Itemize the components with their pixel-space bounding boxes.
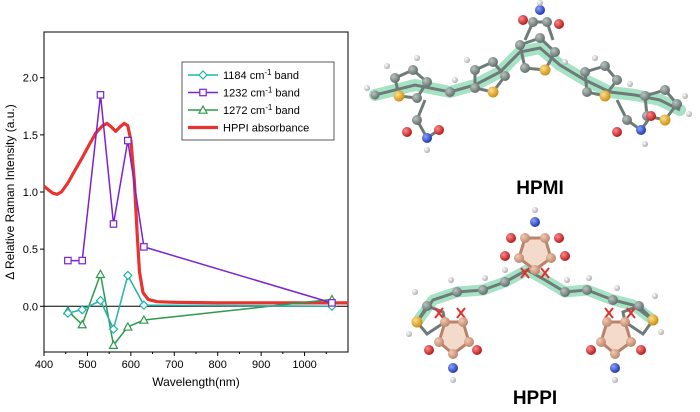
data-point xyxy=(140,243,148,251)
hpmi-backbone xyxy=(374,46,681,112)
y-tick-label: 0.0 xyxy=(23,301,38,313)
legend-marker xyxy=(198,70,208,80)
data-point xyxy=(328,299,336,307)
legend-label-sup: -1 xyxy=(265,86,273,95)
series-3 xyxy=(43,121,348,305)
series-layer xyxy=(43,91,348,349)
series-line xyxy=(43,121,348,305)
legend-label-tail: band xyxy=(272,88,300,100)
legend-marker xyxy=(197,104,209,114)
legend-label-sup: -1 xyxy=(265,103,273,112)
legend-label: 1184 cm-1 band xyxy=(223,68,299,82)
x-tick-label: 700 xyxy=(165,359,183,371)
legend-label-sup: -1 xyxy=(264,68,272,77)
hppi-break-marks xyxy=(434,267,636,319)
molecule-panel: HPMI xyxy=(364,0,692,409)
hpmi-atoms xyxy=(364,0,692,153)
legend-label: 1232 cm-1 band xyxy=(223,86,300,100)
data-point xyxy=(139,300,149,310)
x-tick-label: 500 xyxy=(78,359,96,371)
data-point xyxy=(78,256,87,265)
x-tick-label: 400 xyxy=(35,359,53,371)
legend-label-main: 1272 cm xyxy=(223,105,265,117)
data-point xyxy=(64,256,72,265)
x-tick-label: 900 xyxy=(252,359,270,371)
data-point xyxy=(138,314,149,324)
legend-label: HPPI absorbance xyxy=(223,123,309,135)
axis-ticks: 400 500 600 700 800 900 1000 0.0 0.5 1.0 1.5 2.0 xyxy=(23,73,327,371)
hpmi-imide-left xyxy=(415,99,440,141)
y-tick-label: 1.0 xyxy=(23,187,38,199)
x-tick-label: 1000 xyxy=(292,359,316,371)
raman-chart: 400 500 600 700 800 900 1000 0.0 0.5 1.0 1.5 2.0 Wa… xyxy=(3,31,349,389)
legend-label-main: HPPI absorbance xyxy=(223,123,309,135)
data-point xyxy=(108,324,119,334)
hppi-tan-center xyxy=(519,238,551,270)
series-line xyxy=(67,273,332,346)
legend-label-main: 1232 cm xyxy=(223,88,265,100)
legend-label: 1272 cm-1 band xyxy=(223,103,300,117)
data-point xyxy=(77,304,88,315)
hppi-label: HPPI xyxy=(513,388,557,409)
hpmi-molecule xyxy=(364,0,692,153)
data-point xyxy=(96,91,105,99)
data-point xyxy=(108,339,119,349)
x-tick-label: 800 xyxy=(209,359,227,371)
y-axis-title: Δ Relative Raman Intensity (a.u.) xyxy=(3,104,17,279)
hpmi-imide-top xyxy=(523,20,555,41)
hpmi-imide-right xyxy=(615,99,653,133)
x-tick-label: 600 xyxy=(122,359,140,371)
data-point xyxy=(124,136,132,145)
legend-label-tail: band xyxy=(272,105,300,117)
data-point xyxy=(109,220,118,228)
data-point xyxy=(95,269,106,279)
y-tick-label: 1.5 xyxy=(23,130,38,142)
y-tick-label: 0.5 xyxy=(23,244,38,256)
legend-label-tail: band xyxy=(272,70,300,82)
hppi-molecule xyxy=(406,207,664,383)
legend-marker xyxy=(199,88,207,97)
hpmi-label: HPMI xyxy=(516,178,564,199)
data-point xyxy=(95,295,106,306)
series-1 xyxy=(64,91,336,307)
data-point xyxy=(63,308,73,318)
x-axis-title: Wavelength(nm) xyxy=(152,375,240,389)
y-tick-label: 2.0 xyxy=(23,73,38,85)
data-point xyxy=(77,319,88,329)
data-point xyxy=(122,270,133,281)
data-point xyxy=(122,321,133,331)
legend-label-main: 1184 cm xyxy=(223,70,264,82)
hppi-atoms xyxy=(406,207,664,383)
